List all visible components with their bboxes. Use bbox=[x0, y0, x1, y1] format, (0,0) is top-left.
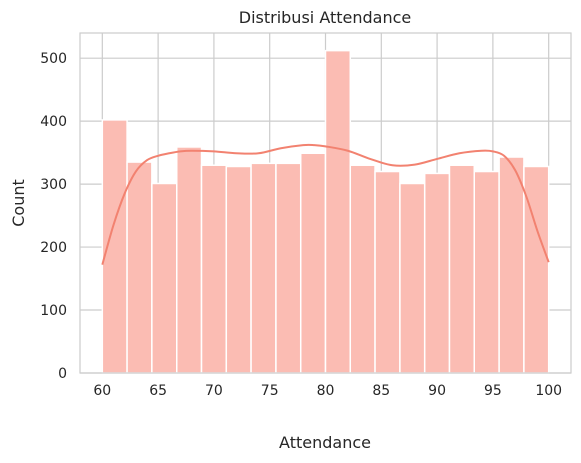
x-tick-label: 80 bbox=[317, 383, 335, 399]
histogram-bar bbox=[374, 170, 401, 374]
x-tick-label: 95 bbox=[484, 383, 502, 399]
histogram-bar bbox=[250, 162, 277, 374]
x-tick-labels: 60 65 70 75 80 85 90 95 100 bbox=[93, 383, 562, 399]
x-tick-label: 85 bbox=[372, 383, 390, 399]
y-tick-label: 500 bbox=[40, 51, 67, 67]
histogram-bar bbox=[324, 49, 352, 374]
y-tick-label: 300 bbox=[40, 177, 67, 193]
y-tick-label: 100 bbox=[40, 303, 67, 319]
plot-frame bbox=[79, 32, 572, 374]
x-tick-label: 75 bbox=[261, 383, 279, 399]
y-tick-label: 0 bbox=[58, 366, 67, 382]
x-tick-label: 60 bbox=[93, 383, 111, 399]
histogram-bar bbox=[151, 182, 178, 374]
x-tick-label: 65 bbox=[149, 383, 167, 399]
histogram-bar bbox=[126, 161, 153, 374]
histogram-bar bbox=[399, 182, 426, 374]
histogram-bar bbox=[473, 170, 500, 374]
x-tick-label: 70 bbox=[205, 383, 223, 399]
y-tick-label: 400 bbox=[40, 114, 67, 130]
y-axis-label: Count bbox=[9, 179, 28, 227]
histogram-bar bbox=[498, 156, 525, 374]
histogram-bars bbox=[101, 49, 550, 374]
histogram-bar bbox=[299, 152, 327, 374]
x-tick-label: 90 bbox=[428, 383, 446, 399]
x-tick-label: 100 bbox=[535, 383, 562, 399]
histogram-bar bbox=[225, 165, 252, 374]
histogram-bar bbox=[448, 164, 476, 374]
histogram-bar bbox=[349, 164, 376, 374]
histogram-bar bbox=[200, 164, 228, 374]
histogram-bar bbox=[423, 172, 451, 374]
histogram-bar bbox=[175, 146, 203, 374]
x-axis-label: Attendance bbox=[279, 433, 371, 452]
kde-curve bbox=[101, 143, 550, 265]
y-tick-label: 200 bbox=[40, 240, 67, 256]
chart-title: Distribusi Attendance bbox=[239, 8, 412, 27]
histogram-bar bbox=[101, 119, 128, 374]
histogram-bar bbox=[275, 162, 302, 374]
y-tick-labels: 0 100 200 300 400 500 bbox=[40, 51, 67, 382]
